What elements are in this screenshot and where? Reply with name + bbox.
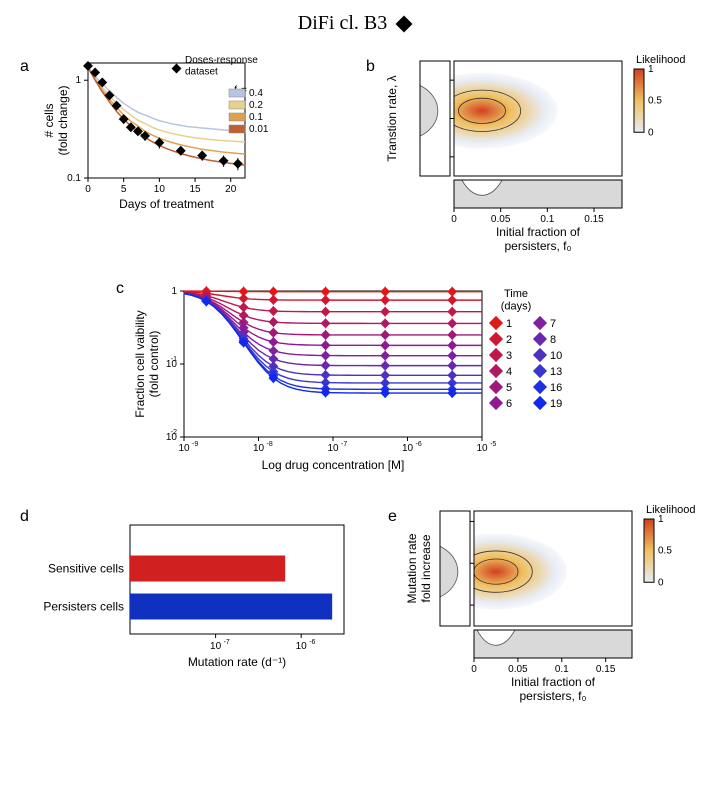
svg-text:Mutation ratefold increase: Mutation ratefold increase — [405, 533, 433, 603]
svg-text:5: 5 — [506, 382, 512, 394]
svg-text:0: 0 — [648, 127, 654, 138]
svg-text:0.1: 0.1 — [540, 214, 554, 225]
panel-e-chart: 24600.050.10.15Initial fraction ofpersis… — [400, 505, 700, 755]
svg-text:13: 13 — [550, 366, 562, 378]
svg-text:8: 8 — [550, 334, 556, 346]
svg-text:Log drug concentration [M]: Log drug concentration [M] — [262, 458, 405, 472]
panel-label-a: a — [20, 58, 29, 76]
svg-text:Days of treatment: Days of treatment — [119, 197, 214, 211]
panel-c-chart: 10-910-810-710-610-510-210-11Log drug co… — [130, 285, 610, 525]
svg-text:1: 1 — [171, 286, 177, 297]
svg-text:10: 10 — [296, 641, 308, 652]
svg-text:20: 20 — [225, 184, 237, 195]
title-text: DiFi cl. B3 — [298, 12, 387, 34]
figure-title: DiFi cl. B3 — [0, 12, 708, 35]
svg-text:Time(days): Time(days) — [501, 288, 532, 313]
svg-text:6: 6 — [506, 398, 512, 410]
svg-text:0.5: 0.5 — [648, 96, 662, 107]
svg-text:0.05: 0.05 — [491, 214, 511, 225]
svg-text:19: 19 — [550, 398, 562, 410]
panel-b-chart: 0.10.20.300.050.10.15Initial fraction of… — [380, 55, 690, 305]
svg-text:5: 5 — [121, 184, 127, 195]
svg-text:0.15: 0.15 — [596, 664, 616, 675]
svg-text:-2: -2 — [171, 429, 177, 436]
svg-text:2: 2 — [506, 334, 512, 346]
panel-d-chart: 10-710-6Mutation rate (d⁻¹)Sensitive cel… — [40, 505, 360, 710]
svg-text:Fraction cell vaibility(fold c: Fraction cell vaibility(fold control) — [133, 310, 161, 417]
svg-text:10: 10 — [476, 443, 488, 454]
svg-text:16: 16 — [550, 382, 562, 394]
svg-text:10: 10 — [154, 184, 166, 195]
svg-text:3: 3 — [506, 350, 512, 362]
svg-text:10: 10 — [253, 443, 265, 454]
svg-text:-6: -6 — [416, 441, 422, 448]
panel-label-d: d — [20, 508, 29, 526]
svg-text:0: 0 — [471, 664, 477, 675]
svg-text:4: 4 — [506, 366, 512, 378]
svg-text:Likelihood: Likelihood — [646, 505, 696, 516]
svg-text:Mutation rate (d⁻¹): Mutation rate (d⁻¹) — [188, 655, 286, 669]
svg-text:Persisters cells: Persisters cells — [43, 600, 124, 614]
svg-text:Initial fraction ofpersisters,: Initial fraction ofpersisters, f₀ — [496, 225, 581, 253]
svg-text:1: 1 — [506, 318, 512, 330]
svg-text:0.2: 0.2 — [249, 100, 263, 111]
svg-text:0.1: 0.1 — [555, 664, 569, 675]
svg-text:-5: -5 — [490, 441, 496, 448]
svg-text:0: 0 — [658, 577, 664, 588]
svg-text:0.01: 0.01 — [249, 124, 269, 135]
svg-text:-7: -7 — [341, 441, 347, 448]
svg-text:0: 0 — [451, 214, 457, 225]
panel-label-c: c — [116, 280, 124, 298]
panel-a-chart: 0 5 10 15 20 0.1 1 Days of treatment # cells(fol… — [40, 55, 325, 265]
svg-text:# cells(fold change): # cells(fold change) — [42, 85, 70, 155]
svg-text:0: 0 — [85, 184, 91, 195]
svg-text:-7: -7 — [224, 639, 230, 646]
svg-text:0.05: 0.05 — [508, 664, 528, 675]
svg-text:Initial fraction ofpersisters,: Initial fraction ofpersisters, f₀ — [511, 675, 596, 703]
svg-text:1: 1 — [75, 75, 81, 86]
panel-label-b: b — [366, 58, 375, 76]
svg-text:-9: -9 — [192, 441, 198, 448]
svg-text:-1: -1 — [171, 356, 177, 363]
svg-text:0.1: 0.1 — [67, 173, 81, 184]
svg-text:Transtion rate, λ: Transtion rate, λ — [385, 75, 399, 161]
svg-text:0.4: 0.4 — [249, 88, 263, 99]
svg-text:Likelihood: Likelihood — [636, 55, 686, 66]
svg-text:10: 10 — [178, 443, 190, 454]
svg-text:7: 7 — [550, 318, 556, 330]
svg-text:0.1: 0.1 — [249, 112, 263, 123]
svg-text:10: 10 — [210, 641, 222, 652]
svg-text:10: 10 — [550, 350, 562, 362]
svg-text:0.15: 0.15 — [584, 214, 604, 225]
svg-text:-6: -6 — [309, 639, 315, 646]
svg-text:10: 10 — [402, 443, 414, 454]
svg-text:15: 15 — [189, 184, 201, 195]
svg-text:0.5: 0.5 — [658, 546, 672, 557]
svg-text:Doses-responsedataset: Doses-responsedataset — [185, 55, 258, 78]
svg-text:-8: -8 — [267, 441, 273, 448]
title-diamond-icon — [396, 16, 413, 33]
svg-text:10: 10 — [327, 443, 339, 454]
svg-text:Sensitive cells: Sensitive cells — [48, 562, 124, 576]
